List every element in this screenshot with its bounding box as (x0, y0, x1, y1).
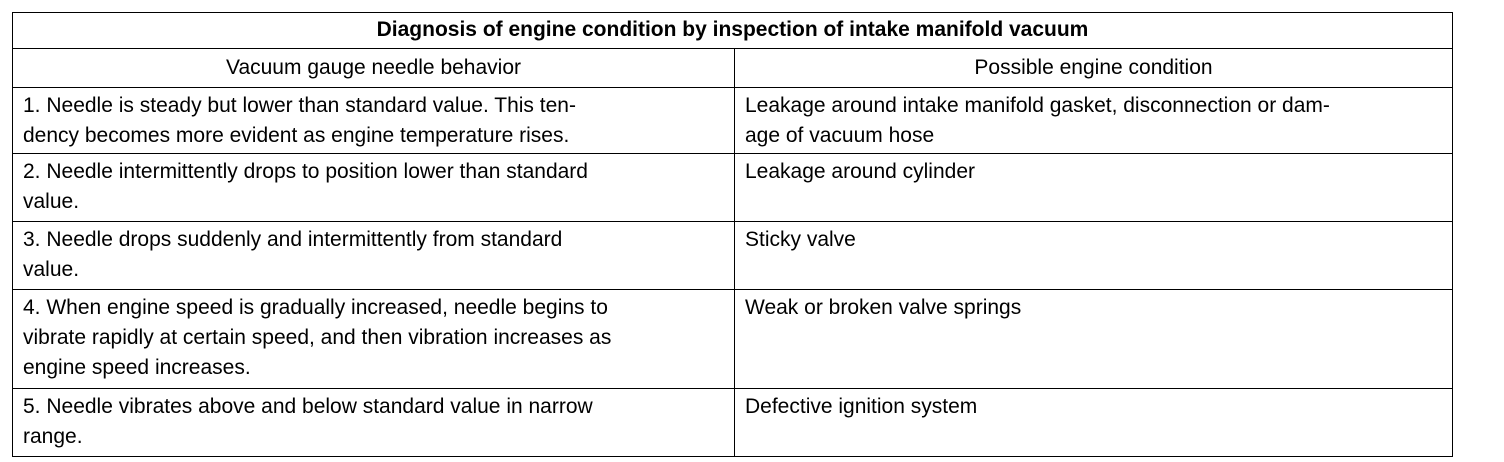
column-header: Possible engine condition (974, 56, 1213, 79)
table-cell: 1. Needle is steady but lower than stand… (12, 87, 735, 154)
table-title: Diagnosis of engine condition by inspect… (376, 18, 1089, 41)
cell-text-line: value. (23, 190, 80, 213)
cell-text-line: value. (23, 258, 80, 281)
table-cell: Sticky valve (734, 221, 1453, 290)
header-cell: Possible engine condition (734, 48, 1453, 88)
table-cell: Weak or broken valve springs (734, 289, 1453, 389)
cell-text-line: Leakage around intake manifold gasket, d… (745, 94, 1330, 117)
cell-text-line: 4. When engine speed is gradually increa… (23, 296, 608, 319)
title-cell: Diagnosis of engine condition by inspect… (12, 12, 1453, 49)
table-cell: 2. Needle intermittently drops to positi… (12, 153, 735, 222)
table-cell: Leakage around cylinder (734, 153, 1453, 222)
table-cell: 5. Needle vibrates above and below stand… (12, 388, 735, 457)
table-cell: Defective ignition system (734, 388, 1453, 457)
table-cell: Leakage around intake manifold gasket, d… (734, 87, 1453, 154)
cell-text-line: 1. Needle is steady but lower than stand… (23, 94, 576, 117)
cell-text-line: age of vacuum hose (745, 124, 935, 147)
cell-text-line: dency becomes more evident as engine tem… (23, 124, 570, 147)
cell-text-line: Sticky valve (745, 228, 856, 251)
cell-text-line: engine speed increases. (23, 356, 251, 379)
table-cell: 3. Needle drops suddenly and intermitten… (12, 221, 735, 290)
cell-text-line: range. (23, 425, 83, 448)
table-cell: 4. When engine speed is gradually increa… (12, 289, 735, 389)
cell-text-line: vibrate rapidly at certain speed, and th… (23, 326, 612, 349)
cell-text-line: 2. Needle intermittently drops to positi… (23, 160, 588, 183)
cell-text-line: 3. Needle drops suddenly and intermitten… (23, 228, 563, 251)
cell-text-line: Weak or broken valve springs (745, 296, 1022, 319)
header-cell: Vacuum gauge needle behavior (12, 48, 735, 88)
cell-text-line: Leakage around cylinder (745, 160, 975, 183)
cell-text-line: Defective ignition system (745, 395, 978, 418)
column-header: Vacuum gauge needle behavior (226, 56, 521, 79)
cell-text-line: 5. Needle vibrates above and below stand… (23, 395, 593, 418)
